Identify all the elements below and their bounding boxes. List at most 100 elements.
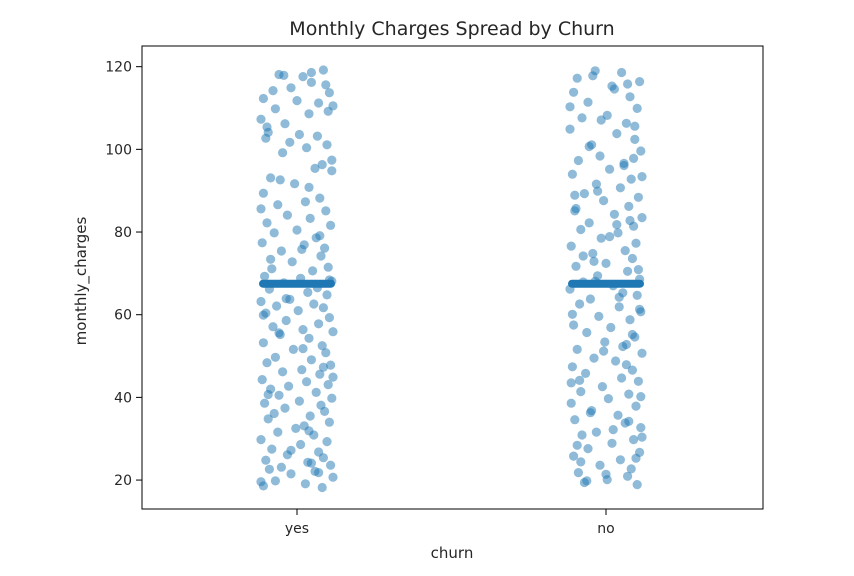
data-point-no bbox=[607, 438, 617, 448]
data-point-no bbox=[613, 228, 623, 238]
data-point-no bbox=[625, 315, 635, 325]
data-point-no bbox=[566, 398, 576, 408]
data-point-yes bbox=[256, 204, 266, 214]
data-point-yes bbox=[316, 251, 326, 261]
data-point-yes bbox=[318, 65, 328, 75]
data-point-no bbox=[575, 299, 585, 309]
data-point-no bbox=[583, 444, 593, 454]
data-point-yes bbox=[286, 83, 296, 93]
data-point-yes bbox=[306, 458, 316, 468]
data-point-no bbox=[609, 209, 620, 219]
data-point-yes bbox=[267, 444, 277, 454]
data-point-yes bbox=[275, 175, 285, 185]
data-point-yes bbox=[327, 155, 337, 165]
y-tick-label: 40 bbox=[114, 390, 132, 406]
data-point-no bbox=[629, 435, 639, 445]
data-point-yes bbox=[324, 417, 334, 427]
data-point-no bbox=[623, 79, 633, 89]
data-point-no bbox=[582, 327, 592, 338]
data-point-no bbox=[621, 360, 632, 370]
data-point-yes bbox=[280, 403, 290, 413]
data-point-yes bbox=[304, 182, 314, 192]
data-point-yes bbox=[286, 469, 296, 479]
data-point-yes bbox=[314, 319, 324, 329]
data-point-no bbox=[632, 103, 642, 113]
data-point-yes bbox=[266, 173, 276, 183]
data-point-no bbox=[569, 320, 579, 330]
data-point-yes bbox=[300, 197, 310, 207]
data-point-yes bbox=[282, 210, 292, 220]
data-point-no bbox=[596, 115, 606, 125]
data-point-no bbox=[575, 375, 585, 385]
x-axis-label: churn bbox=[431, 544, 474, 562]
data-point-yes bbox=[297, 244, 307, 254]
data-point-yes bbox=[256, 114, 266, 124]
data-point-yes bbox=[323, 262, 333, 272]
data-point-yes bbox=[256, 296, 266, 307]
data-point-no bbox=[605, 164, 615, 174]
data-point-yes bbox=[258, 188, 268, 198]
data-point-yes bbox=[258, 338, 268, 348]
data-point-no bbox=[567, 309, 578, 319]
data-point-yes bbox=[328, 372, 338, 382]
data-point-yes bbox=[258, 310, 268, 320]
data-point-no bbox=[589, 256, 599, 266]
data-point-yes bbox=[306, 67, 316, 78]
data-point-no bbox=[570, 415, 580, 425]
data-point-yes bbox=[298, 72, 308, 82]
data-point-no bbox=[599, 346, 609, 356]
data-point-no bbox=[572, 344, 582, 354]
data-point-no bbox=[583, 97, 593, 107]
data-point-no bbox=[618, 341, 628, 352]
data-point-yes bbox=[305, 411, 315, 421]
data-point-yes bbox=[315, 231, 325, 241]
data-point-yes bbox=[258, 93, 268, 104]
data-point-yes bbox=[321, 348, 331, 358]
data-point-yes bbox=[302, 377, 312, 387]
data-point-no bbox=[585, 294, 596, 304]
data-point-yes bbox=[323, 380, 333, 390]
data-point-no bbox=[619, 158, 629, 168]
data-point-yes bbox=[262, 358, 272, 368]
data-point-no bbox=[632, 290, 642, 300]
data-point-no bbox=[615, 455, 626, 465]
data-point-no bbox=[600, 337, 610, 347]
data-point-no bbox=[623, 266, 633, 276]
data-point-yes bbox=[306, 355, 316, 365]
data-point-no bbox=[613, 410, 623, 420]
data-point-no bbox=[601, 469, 611, 479]
data-point-yes bbox=[304, 109, 314, 119]
data-point-no bbox=[572, 440, 582, 450]
data-point-no bbox=[576, 224, 586, 235]
data-point-no bbox=[624, 389, 634, 399]
data-point-yes bbox=[260, 398, 270, 408]
data-point-yes bbox=[304, 333, 314, 343]
data-point-yes bbox=[303, 287, 313, 297]
data-point-yes bbox=[273, 427, 283, 437]
data-point-yes bbox=[320, 406, 330, 416]
data-point-yes bbox=[274, 390, 284, 400]
data-point-yes bbox=[297, 365, 307, 375]
data-point-no bbox=[565, 124, 575, 134]
data-point-no bbox=[594, 311, 604, 321]
data-point-no bbox=[572, 73, 582, 83]
data-point-no bbox=[579, 189, 590, 199]
data-point-yes bbox=[262, 218, 272, 228]
data-point-no bbox=[629, 153, 639, 163]
data-point-no bbox=[627, 253, 638, 264]
data-point-yes bbox=[312, 131, 322, 141]
data-point-no bbox=[567, 169, 578, 179]
data-point-yes bbox=[269, 408, 279, 419]
data-point-no bbox=[637, 213, 647, 223]
data-point-no bbox=[625, 92, 635, 102]
data-point-no bbox=[569, 451, 579, 461]
data-point-yes bbox=[256, 477, 266, 487]
data-point-no bbox=[601, 258, 611, 268]
data-point-yes bbox=[317, 341, 327, 351]
y-tick-label: 120 bbox=[105, 60, 132, 76]
data-point-no bbox=[589, 353, 599, 363]
data-point-yes bbox=[263, 414, 273, 424]
data-point-no bbox=[584, 218, 594, 228]
